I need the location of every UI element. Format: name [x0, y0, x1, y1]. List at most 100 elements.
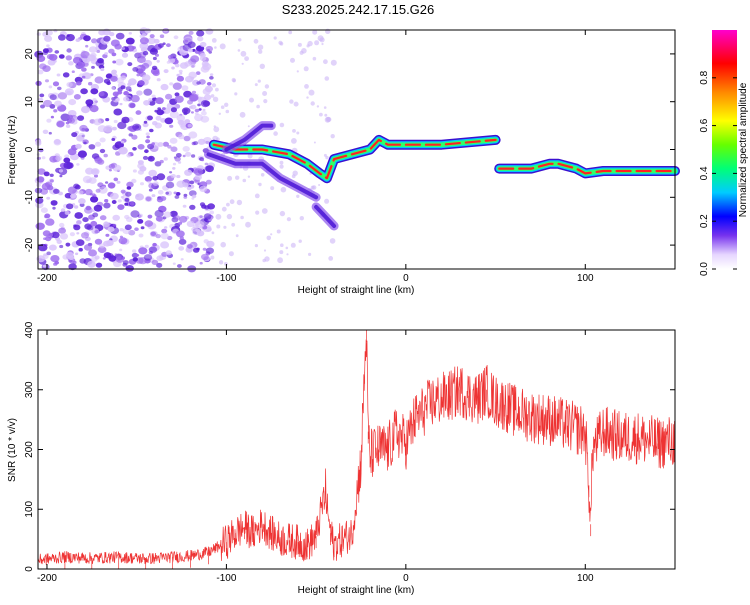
- noise-blob: [202, 247, 207, 251]
- noise-blob: [178, 246, 185, 251]
- noise-blob: [184, 169, 193, 176]
- noise-blob: [40, 104, 45, 109]
- noise-blob: [280, 243, 284, 247]
- noise-blob: [77, 115, 85, 121]
- noise-blob: [84, 206, 93, 214]
- noise-blob: [86, 224, 94, 231]
- noise-blob: [50, 200, 58, 206]
- noise-blob: [46, 196, 51, 200]
- noise-blob: [103, 240, 111, 247]
- x-tick-label: 0: [403, 273, 409, 284]
- noise-blob: [100, 67, 105, 72]
- noise-blob: [317, 35, 324, 42]
- noise-blob: [83, 141, 87, 145]
- noise-blob: [328, 256, 334, 261]
- noise-blob: [112, 214, 120, 221]
- noise-blob: [57, 86, 62, 91]
- noise-blob: [245, 221, 251, 228]
- noise-blob: [190, 111, 194, 114]
- noise-blob: [152, 242, 157, 247]
- noise-blob: [257, 44, 264, 50]
- noise-blob: [144, 220, 153, 227]
- noise-blob: [50, 115, 55, 119]
- noise-blob: [141, 33, 146, 37]
- noise-blob: [253, 38, 259, 44]
- noise-blob: [205, 179, 212, 185]
- noise-blob: [81, 67, 87, 72]
- noise-blob: [188, 71, 197, 79]
- noise-blob: [202, 88, 211, 95]
- noise-blob: [191, 90, 197, 95]
- noise-blob: [147, 155, 155, 162]
- noise-blob: [90, 88, 99, 95]
- noise-blob: [128, 133, 133, 137]
- noise-blob: [112, 144, 120, 151]
- noise-blob: [75, 252, 79, 256]
- noise-blob: [165, 181, 175, 189]
- noise-blob: [314, 40, 320, 46]
- y-tick-label: 200: [24, 441, 35, 458]
- noise-blob: [96, 50, 101, 53]
- noise-blob: [113, 177, 119, 182]
- noise-blob: [273, 131, 278, 136]
- noise-blob: [277, 257, 283, 264]
- noise-blob: [224, 262, 228, 266]
- noise-blob: [68, 263, 77, 271]
- noise-blob: [290, 242, 296, 248]
- noise-blob: [196, 81, 201, 85]
- noise-blob: [220, 241, 226, 248]
- noise-blob: [152, 121, 158, 126]
- x-tick-label: 100: [577, 573, 594, 584]
- noise-blob: [86, 179, 91, 183]
- noise-blob: [65, 242, 71, 247]
- noise-blob: [126, 216, 133, 223]
- noise-blob: [179, 215, 188, 223]
- noise-blob: [119, 228, 124, 232]
- noise-blob: [152, 181, 159, 186]
- noise-blob: [118, 146, 128, 155]
- noise-blob: [236, 199, 243, 206]
- colorbar-ticks: 0.0 0.2 0.4 0.6 0.8: [699, 70, 737, 276]
- noise-blob: [205, 28, 214, 35]
- noise-blob: [279, 250, 284, 255]
- noise-blob: [240, 50, 247, 57]
- noise-blob: [35, 80, 42, 86]
- noise-blob: [91, 65, 95, 69]
- noise-blob: [185, 151, 192, 157]
- noise-blob: [110, 192, 119, 200]
- noise-blob: [166, 60, 171, 64]
- noise-blob: [147, 180, 152, 184]
- noise-blob: [204, 94, 212, 101]
- noise-blob: [258, 182, 262, 187]
- noise-blob: [71, 70, 75, 73]
- noise-blob: [66, 90, 72, 96]
- noise-blob: [90, 52, 97, 58]
- noise-blob: [203, 239, 209, 244]
- noise-blob: [256, 104, 260, 109]
- noise-blob: [306, 96, 309, 99]
- noise-blob: [257, 79, 261, 83]
- noise-blob: [37, 69, 44, 75]
- noise-blob: [178, 69, 183, 73]
- noise-blob: [263, 99, 268, 104]
- noise-blob: [195, 220, 205, 229]
- noise-blob: [76, 232, 80, 235]
- noise-blob: [49, 179, 54, 183]
- noise-blob: [195, 71, 201, 75]
- noise-blob: [194, 174, 202, 181]
- noise-blob: [111, 200, 117, 204]
- noise-blob: [127, 82, 132, 87]
- noise-blob: [54, 260, 59, 265]
- noise-blob: [329, 238, 336, 244]
- noise-blob: [159, 34, 165, 38]
- noise-blob: [155, 234, 161, 239]
- noise-blob: [56, 73, 61, 77]
- colorbar-tick-label: 0.8: [699, 70, 710, 84]
- noise-blob: [54, 100, 62, 107]
- noise-blob: [135, 193, 144, 201]
- noise-blob: [140, 226, 145, 230]
- noise-blob: [66, 82, 73, 88]
- noise-blob: [279, 122, 285, 128]
- noise-blob: [172, 262, 176, 265]
- noise-blob: [206, 82, 212, 86]
